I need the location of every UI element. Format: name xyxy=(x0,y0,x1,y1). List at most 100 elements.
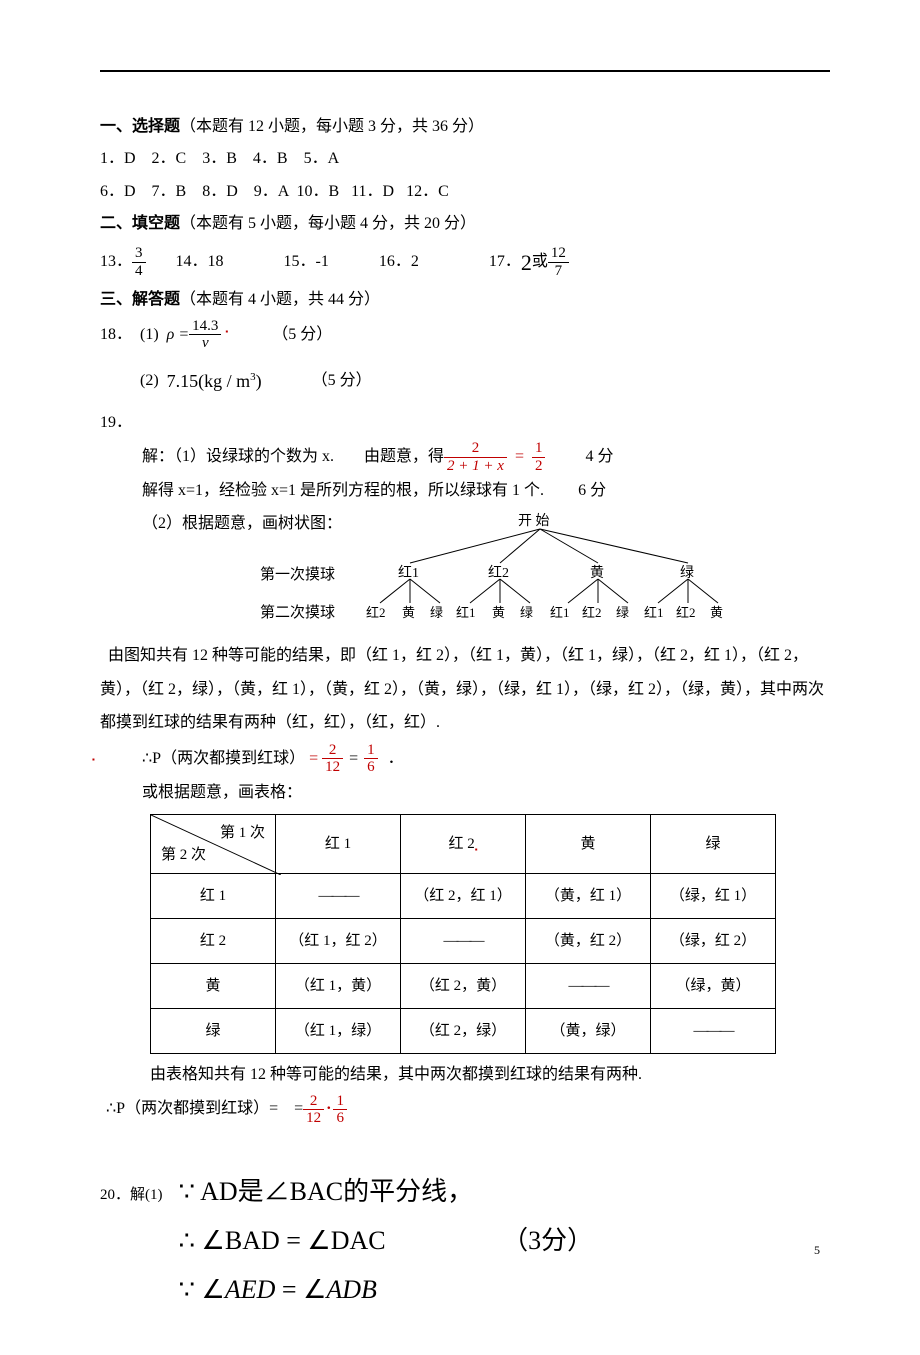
section3-bold: 三、解答题 xyxy=(100,291,180,308)
q17-label: 17． xyxy=(489,247,521,277)
tree-lv1-3: 绿 xyxy=(680,561,694,588)
red-dot-icon: ▪ xyxy=(225,324,228,339)
q19-line2: 解得 x=1，经检验 x=1 是所列方程的根，所以绿球有 1 个. 6 分 xyxy=(100,476,830,506)
tree-left1: 第一次摸球 xyxy=(260,561,335,590)
q19-prob-eq: = xyxy=(309,744,318,774)
q19-eq-rnum: 1 xyxy=(532,440,546,457)
q13-den: 4 xyxy=(132,262,146,280)
red-dot-icon: ▪ xyxy=(92,752,95,767)
col-2: 黄 xyxy=(526,815,651,874)
q17-fraction: 12 7 xyxy=(548,245,569,279)
q20-l1: ∵ AD是∠BAC的平分线， xyxy=(179,1167,594,1216)
q18-part1: 18． (1) ρ = 14.3 v ▪ （5 分） xyxy=(100,318,830,352)
cell-1-1: ——— xyxy=(401,919,526,964)
q19-l2: 解得 x=1，经检验 x=1 是所列方程的根，所以绿球有 1 个. xyxy=(142,482,544,499)
q19-eq-left: 2 2 + 1 + x xyxy=(444,440,507,474)
q19-prob2-line: ∴P（两次都摸到红球）= = 2 12 · 1 6 xyxy=(100,1093,830,1127)
cell-1-0: （红 1，红 2） xyxy=(276,919,401,964)
cell-0-2: （黄，红 1） xyxy=(526,874,651,919)
tree-lv2-0: 红2 xyxy=(366,601,386,626)
q17-num: 12 xyxy=(548,245,569,262)
section1-rest: （本题有 12 小题，每小题 3 分，共 36 分） xyxy=(180,118,484,135)
cell-0-3: （绿，红 1） xyxy=(651,874,776,919)
section2-bold: 二、填空题 xyxy=(100,215,180,232)
q19-prob2-f2: 1 6 xyxy=(333,1093,347,1127)
table-header-row: 第 1 次 第 2 次 红 1 红 2▪ 黄 绿 xyxy=(151,815,776,874)
row-h-3: 绿 xyxy=(151,1009,276,1054)
q19-prob-f1: 2 12 xyxy=(322,742,343,776)
q18-fraction: 14.3 v xyxy=(189,318,221,352)
tree-lv2-2: 绿 xyxy=(430,601,443,626)
cell-0-0: ——— xyxy=(276,874,401,919)
probability-table: 第 1 次 第 2 次 红 1 红 2▪ 黄 绿 红 1 ——— （红 2，红 … xyxy=(150,814,776,1054)
q13-label: 13． xyxy=(100,247,132,277)
q20-l3: ∵ ∠AED = ∠ADB xyxy=(179,1265,594,1314)
q19-prob-n1: 2 xyxy=(322,742,343,759)
q19-prob-n2: 1 xyxy=(364,742,378,759)
q20-it2: ADB xyxy=(326,1275,377,1304)
col-0: 红 1 xyxy=(276,815,401,874)
q13-fraction: 3 4 xyxy=(132,245,146,279)
q19-label: 19． xyxy=(100,408,830,438)
cell-2-0: （红 1，黄） xyxy=(276,964,401,1009)
q17-den: 7 xyxy=(548,262,569,280)
q19-prob-dot: ． xyxy=(388,744,404,774)
section3-rest: （本题有 4 小题，共 44 分） xyxy=(180,291,380,308)
q19-l1b: 由题意，得 xyxy=(364,442,444,472)
q20-l2-score: （3分） xyxy=(502,1216,593,1265)
q18-p1a: (1) xyxy=(140,320,159,350)
q19-l1a: 解：（1）设绿球的个数为 x. xyxy=(142,442,334,472)
q20-body: ∵ AD是∠BAC的平分线， ∴ ∠BAD = ∠DAC （3分） ∵ ∠AED… xyxy=(179,1167,594,1315)
s1-answers-row1: 1．D 2．C 3．B 4．B 5．A xyxy=(100,144,830,174)
q16: 16．2 xyxy=(379,247,419,277)
s2-answers: 13． 3 4 14．18 15．-1 16．2 17． 2 或 12 7 xyxy=(100,242,830,284)
q19-prob2-n2: 1 xyxy=(333,1093,347,1110)
tree-lv2-4: 黄 xyxy=(492,601,505,626)
q19-prob2-d2: 6 xyxy=(333,1109,347,1127)
cell-3-2: （黄，绿） xyxy=(526,1009,651,1054)
col-1-txt: 红 2 xyxy=(448,836,474,852)
q19-prob-eq2: = xyxy=(349,744,358,774)
row-h-0: 红 1 xyxy=(151,874,276,919)
q18-den: v xyxy=(189,334,221,352)
q19-after-table: 由表格知共有 12 种等可能的结果，其中两次都摸到红球的结果有两种. xyxy=(100,1060,830,1090)
q19-alt: 或根据题意，画表格： xyxy=(100,778,830,808)
q19-prob2-dot: · xyxy=(326,1094,331,1124)
q18-num: 14.3 xyxy=(189,318,221,335)
content: 一、选择题（本题有 12 小题，每小题 3 分，共 36 分） 1．D 2．C … xyxy=(100,72,830,1315)
tree-lv1-0: 红1 xyxy=(398,561,419,588)
q20-l2: ∴ ∠BAD = ∠DAC （3分） xyxy=(179,1216,594,1265)
q19-paragraph: 由图知共有 12 种等可能的结果，即（红 1，红 2），（红 1，黄），（红 1… xyxy=(100,639,830,740)
q20-label: 20．解(1) xyxy=(100,1167,163,1210)
q13-num: 3 xyxy=(132,245,146,262)
diag-label-2: 第 2 次 xyxy=(161,841,206,870)
q19-prob-line: ∴P（两次都摸到红球） = 2 12 = 1 6 ． xyxy=(100,742,830,776)
tree-lv1-1: 红2 xyxy=(488,561,509,588)
q19-prob-a: ∴P（两次都摸到红球） xyxy=(142,744,305,774)
q20-l2a: ∴ ∠BAD = ∠DAC xyxy=(179,1226,386,1255)
cell-3-3: ——— xyxy=(651,1009,776,1054)
tree-lv2-10: 红2 xyxy=(676,601,696,626)
red-dot-icon: ▪ xyxy=(475,845,478,854)
q19-eq-lden: 2 + 1 + x xyxy=(444,457,507,475)
table-row: 红 2 （红 1，红 2） ——— （黄，红 2） （绿，红 2） xyxy=(151,919,776,964)
cell-3-0: （红 1，绿） xyxy=(276,1009,401,1054)
cell-2-2: ——— xyxy=(526,964,651,1009)
col-3: 绿 xyxy=(651,815,776,874)
q18-p2-val-b: ) xyxy=(256,371,262,391)
q19-prob2-f1: 2 12 xyxy=(303,1093,324,1127)
tree-lv2-11: 黄 xyxy=(710,601,723,626)
table-diag-cell: 第 1 次 第 2 次 xyxy=(151,815,276,874)
q17-mid: 或 xyxy=(532,247,548,277)
tree-diagram: 开 始 第一次摸球 第二次摸球 红1 红2 黄 绿 红2 黄 绿 红1 黄 绿 … xyxy=(350,515,730,625)
section3-heading: 三、解答题（本题有 4 小题，共 44 分） xyxy=(100,285,830,315)
cell-3-1: （红 2，绿） xyxy=(401,1009,526,1054)
cell-0-1: （红 2，红 1） xyxy=(401,874,526,919)
cell-2-1: （红 2，黄） xyxy=(401,964,526,1009)
tree-lv2-7: 红2 xyxy=(582,601,602,626)
q19-l1-score: 4 分 xyxy=(585,442,613,472)
section2-heading: 二、填空题（本题有 5 小题，每小题 4 分，共 20 分） xyxy=(100,209,830,239)
section1-bold: 一、选择题 xyxy=(100,118,180,135)
row-h-1: 红 2 xyxy=(151,919,276,964)
section2-rest: （本题有 5 小题，每小题 4 分，共 20 分） xyxy=(180,215,476,232)
